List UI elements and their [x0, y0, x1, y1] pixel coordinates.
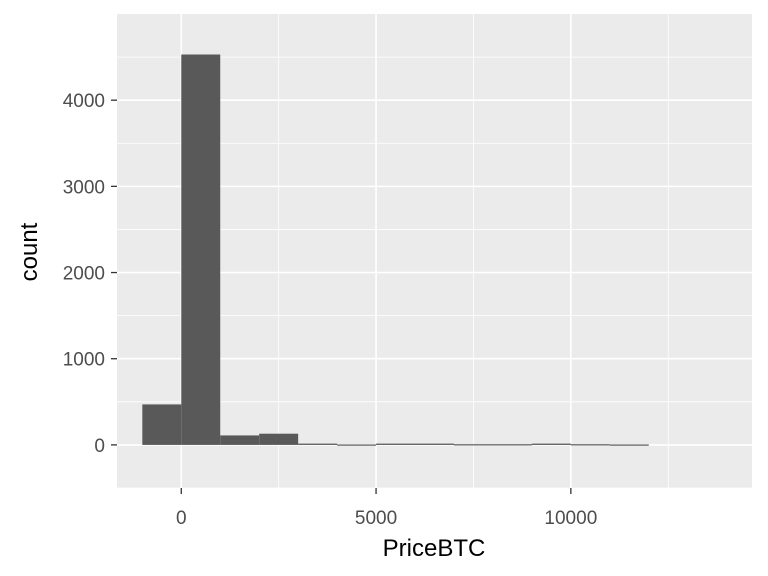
- axis-ticks: [111, 99, 572, 494]
- x-tick-label: 10000: [544, 508, 597, 529]
- x-tick-label: 0: [176, 508, 187, 529]
- histogram-bar: [337, 444, 377, 446]
- histogram-bar: [492, 444, 532, 446]
- y-tick-label: 2000: [63, 264, 105, 285]
- x-axis-title: PriceBTC: [383, 535, 486, 562]
- histogram-bar: [298, 443, 338, 445]
- y-tick-labels: 0 1000 2000 3000 4000: [63, 91, 105, 457]
- x-tick-labels: 0 5000 10000: [176, 508, 597, 529]
- histogram-bar: [609, 444, 649, 446]
- y-axis-title: count: [16, 222, 43, 281]
- histogram-bar: [181, 54, 221, 445]
- y-tick-label: 3000: [63, 177, 105, 198]
- y-tick-label: 0: [94, 436, 105, 457]
- histogram-bar: [531, 443, 571, 445]
- histogram-bar: [453, 444, 493, 446]
- histogram-bar: [142, 404, 182, 445]
- histogram-bars: [142, 54, 649, 446]
- y-tick-label: 4000: [63, 91, 105, 112]
- histogram-bar: [415, 443, 454, 445]
- histogram-bar: [376, 443, 416, 445]
- x-tick-label: 5000: [355, 508, 397, 529]
- plot-panel: [117, 14, 752, 488]
- y-tick-label: 1000: [63, 350, 105, 371]
- histogram-bar: [220, 435, 260, 445]
- histogram-bar: [570, 444, 610, 446]
- histogram-bar: [259, 433, 299, 445]
- minor-grid: [117, 14, 752, 489]
